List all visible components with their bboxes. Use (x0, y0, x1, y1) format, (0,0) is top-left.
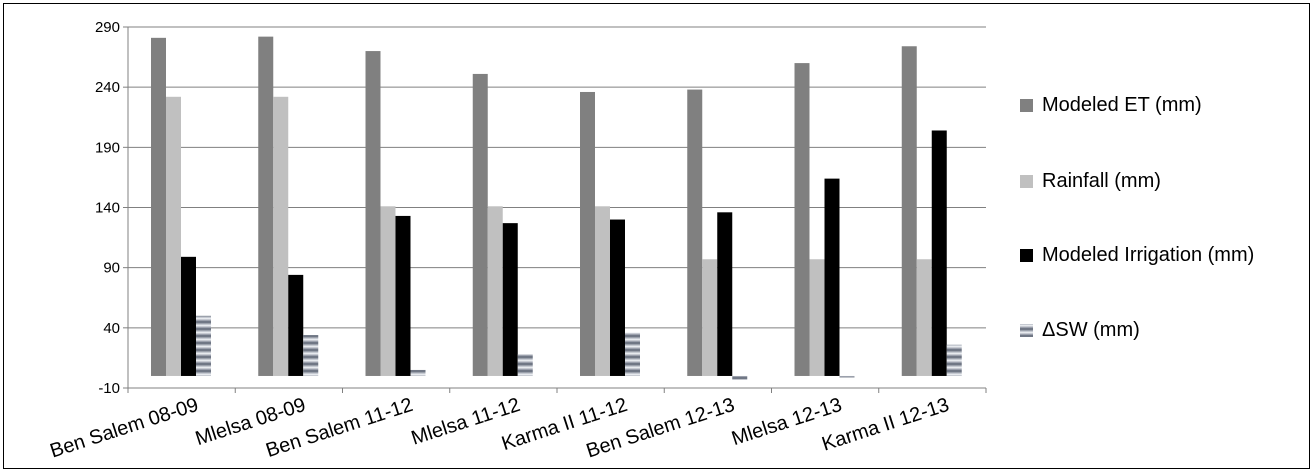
legend-label: Rainfall (mm) (1042, 170, 1161, 192)
legend-label: Modeled Irrigation (mm) (1042, 244, 1254, 266)
y-tick-label: -10 (98, 380, 120, 397)
y-tick-label: 190 (95, 139, 120, 156)
bar (487, 206, 503, 376)
bar (181, 256, 196, 376)
bar (395, 215, 411, 376)
bar (258, 36, 274, 376)
y-tick-label: 90 (103, 260, 120, 277)
bar (517, 354, 533, 376)
bar (931, 130, 947, 376)
legend-swatch (1020, 324, 1033, 337)
bar (502, 223, 518, 376)
x-tick-label: Ben Salem 08-09 (47, 394, 201, 463)
bar (288, 274, 304, 376)
bar (273, 96, 289, 376)
y-tick-label: 140 (95, 200, 120, 217)
bar (717, 212, 733, 376)
bar (151, 37, 166, 376)
bar (809, 259, 825, 376)
gridlines (128, 26, 986, 389)
legend-label: Modeled ET (mm) (1042, 94, 1202, 116)
bar (380, 206, 396, 376)
bar (702, 259, 718, 376)
bar (580, 91, 595, 376)
bar (687, 89, 703, 376)
bar (824, 178, 840, 376)
bar (365, 51, 381, 376)
bars (151, 36, 962, 380)
legend: Modeled ET (mm) Rainfall (mm) Modeled Irri… (1020, 94, 1254, 341)
bar (196, 315, 211, 376)
bar (166, 96, 181, 376)
bar (946, 344, 962, 376)
legend-swatch (1020, 249, 1033, 262)
chart-frame (3, 3, 1310, 469)
y-tick-label: 240 (95, 79, 120, 96)
bar (794, 63, 810, 376)
bar (732, 375, 748, 380)
y-tick-label: 290 (95, 19, 120, 36)
legend-swatch (1020, 175, 1033, 188)
bar (303, 335, 319, 376)
bar (839, 375, 855, 378)
bar (610, 219, 625, 376)
legend-swatch (1020, 99, 1033, 112)
bar (901, 46, 917, 376)
bar (595, 206, 610, 376)
legend-label: ΔSW (mm) (1042, 319, 1140, 341)
y-tick-label: 40 (103, 320, 120, 337)
bar (625, 332, 640, 376)
bar (472, 73, 488, 376)
bar (916, 259, 932, 376)
bar (410, 369, 426, 376)
